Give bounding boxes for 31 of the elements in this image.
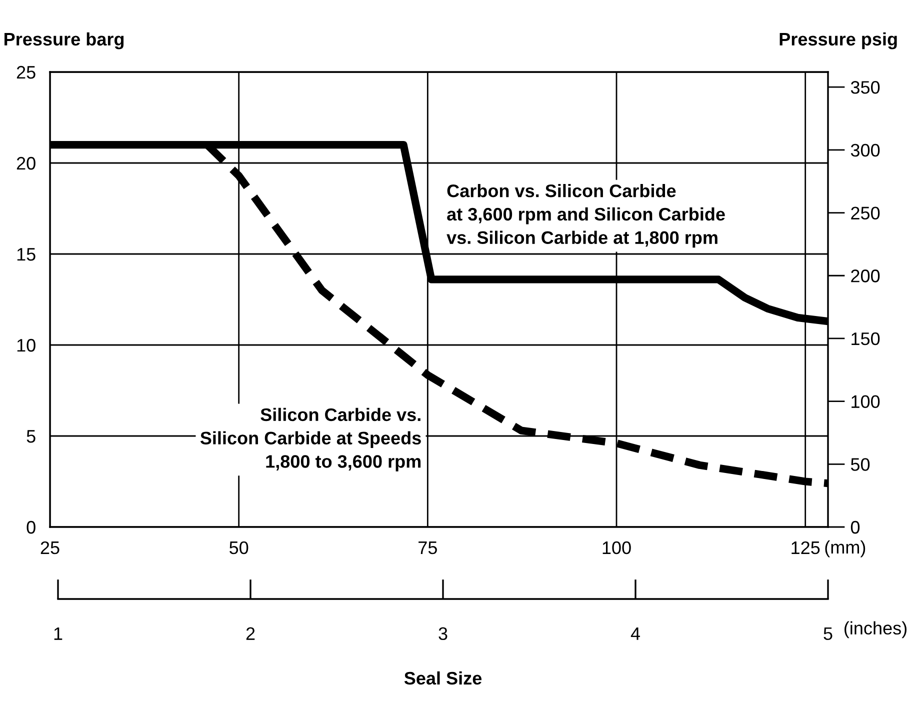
y2-tick-label: 300 bbox=[850, 144, 880, 157]
y2-tick-label: 350 bbox=[850, 81, 880, 94]
text: (mm) bbox=[825, 540, 866, 558]
x-axis-title: Seal Size bbox=[404, 671, 482, 685]
text: (inches) bbox=[844, 621, 906, 638]
x-tick-label: 100 bbox=[602, 541, 631, 554]
x-tick-label: 50 bbox=[230, 541, 248, 554]
series-label: Silicon Carbide vs. Silicon Carbide at Speeds 1,800 to 3,600 rpm bbox=[200, 408, 421, 472]
x2-tick-label: 3 bbox=[438, 627, 448, 640]
y-tick-label: 0 bbox=[26, 520, 36, 534]
y-tick-label: 10 bbox=[17, 338, 36, 352]
y-tick-label: 25 bbox=[16, 66, 36, 79]
y2-tick-label: 0 bbox=[850, 520, 860, 534]
y-tick-label: 20 bbox=[16, 156, 36, 170]
y2-axis-title: Pressure psig bbox=[780, 32, 897, 50]
x-tick-label: 75 bbox=[418, 542, 437, 554]
x2-tick-label: 4 bbox=[630, 627, 640, 640]
x-tick-label: 25 bbox=[40, 541, 60, 554]
y2-tick-label: 200 bbox=[851, 270, 880, 282]
x2-tick-label: 2 bbox=[246, 627, 255, 640]
x-tick-label: 125 bbox=[792, 541, 820, 554]
y-tick-label: 15 bbox=[17, 248, 36, 261]
series-label: Carbon vs. Silicon Carbide at 3,600 rpm and Silicon Carbide vs. Silicon Carbide at 1,800 rpm bbox=[446, 184, 725, 248]
y2-tick-label: 250 bbox=[851, 206, 880, 220]
x2-tick-label: 1 bbox=[54, 627, 62, 640]
y2-tick-label: 150 bbox=[852, 332, 880, 346]
y2-tick-label: 100 bbox=[852, 395, 880, 408]
y2-tick-label: 50 bbox=[850, 458, 870, 471]
y-tick-label: 5 bbox=[26, 430, 36, 443]
y-axis-title: Pressure barg bbox=[4, 32, 124, 50]
x2-tick-label: 5 bbox=[824, 627, 832, 640]
